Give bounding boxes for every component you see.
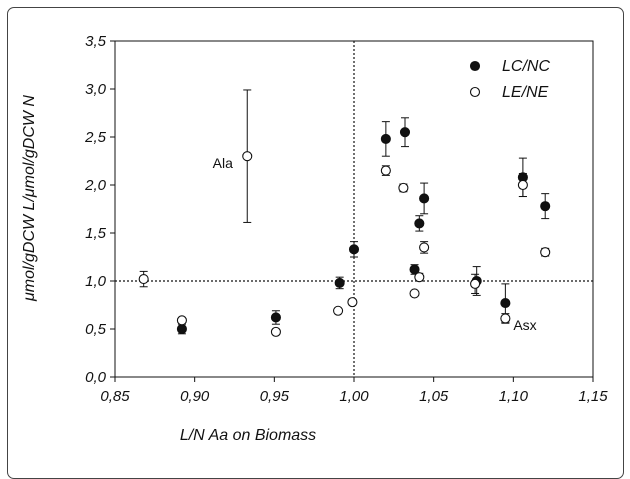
lc-nc-point <box>414 218 425 229</box>
le-ne-point <box>398 182 409 193</box>
x-tick-label: 1,00 <box>339 388 369 405</box>
y-tick-label: 0,5 <box>85 321 107 338</box>
le-ne-point <box>540 247 551 258</box>
x-tick-label: 1,05 <box>419 388 449 405</box>
lc-nc-point <box>409 264 420 275</box>
y-tick-label: 1,0 <box>85 273 107 290</box>
le-ne-point <box>333 305 344 316</box>
le-ne-point <box>500 313 511 324</box>
data-points <box>138 89 551 337</box>
y-tick-label: 3,5 <box>85 33 107 50</box>
lc-nc-point <box>348 244 360 255</box>
le-ne-point <box>347 297 358 308</box>
le-ne-point <box>176 315 187 326</box>
lc-nc-point <box>540 201 551 212</box>
le-ne-point <box>414 272 425 283</box>
y-tick-label: 1,5 <box>85 225 107 242</box>
le-ne-point <box>138 274 149 285</box>
le-ne-point <box>270 326 281 337</box>
x-tick-label: 1,15 <box>578 388 608 405</box>
x-tick-label: 1,10 <box>499 388 529 405</box>
le-ne-point <box>409 288 420 299</box>
scatter-chart: 0,85 0,90 0,95 1,00 1,05 1,10 1,15 0,0 0,5 1,0 1,5… <box>21 33 608 444</box>
le-ne-point <box>380 165 391 176</box>
reference-lines <box>115 41 593 377</box>
y-tick-label: 0,0 <box>85 369 107 386</box>
annotation-label: Asx <box>513 317 536 333</box>
x-tick-label: 0,85 <box>100 388 130 405</box>
le-ne-point <box>470 278 481 289</box>
x-axis-label: L/N Aa on Biomass <box>180 427 316 444</box>
annotation-label: Ala <box>213 155 233 171</box>
axes <box>110 40 594 382</box>
lc-nc-point <box>419 193 430 204</box>
lc-nc-point <box>176 323 187 335</box>
legend-marker <box>469 86 481 98</box>
y-tick-label: 2,0 <box>84 177 107 194</box>
y-tick-label: 3,0 <box>85 81 107 98</box>
le-ne-point <box>419 242 430 253</box>
lc-nc-point <box>270 312 281 323</box>
chart-frame: 0,85 0,90 0,95 1,00 1,05 1,10 1,15 0,0 0,5 1,0 1,5… <box>7 7 624 479</box>
x-tick-label: 0,90 <box>180 388 210 405</box>
le-ne-point <box>242 151 253 162</box>
tick-labels: 0,85 0,90 0,95 1,00 1,05 1,10 1,15 0,0 0,5 1,0 1,5… <box>84 33 608 405</box>
x-tick-label: 0,95 <box>260 388 290 405</box>
y-axis-label: μmol/gDCW L/μmol/gDCW N <box>21 95 38 302</box>
le-ne-point <box>517 179 528 191</box>
annotations: Ala Asx <box>213 155 537 333</box>
legend-marker <box>469 60 481 72</box>
lc-nc-point <box>380 133 391 144</box>
lc-nc-point <box>500 298 511 309</box>
lc-nc-point <box>334 277 345 288</box>
y-tick-label: 2,5 <box>84 129 107 146</box>
legend-label: LC/NC <box>502 58 550 75</box>
lc-nc-point <box>399 127 411 138</box>
legend: LC/NC LE/NE <box>469 58 550 101</box>
legend-label: LE/NE <box>502 84 549 101</box>
